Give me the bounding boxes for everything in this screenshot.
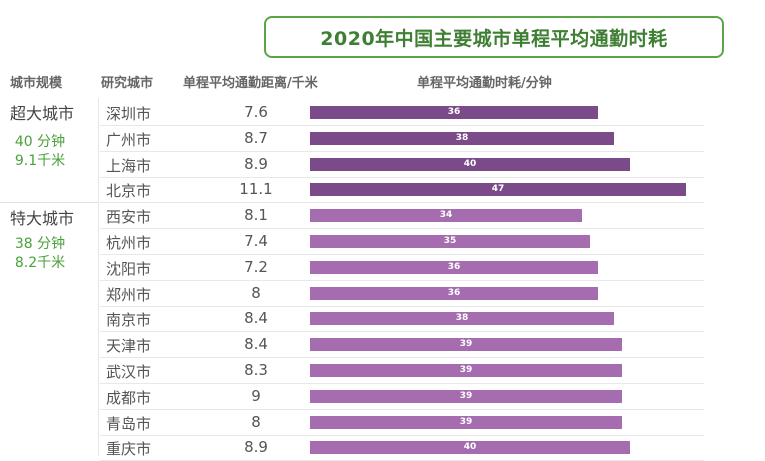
city-label: 深圳市 bbox=[106, 105, 152, 123]
commute-time-label: 40 bbox=[463, 442, 477, 453]
city-label: 天津市 bbox=[106, 337, 152, 356]
distance-value: 8.9 bbox=[244, 154, 268, 173]
commute-time-label: 36 bbox=[447, 261, 461, 272]
tier-super-avg-distance: 9.1千米 bbox=[14, 153, 66, 169]
table-row: 深圳市 7.6 36 bbox=[98, 100, 704, 126]
distance-value: 7.2 bbox=[244, 257, 268, 276]
commute-time-bar bbox=[310, 286, 598, 300]
commute-time-bar bbox=[310, 338, 622, 352]
row-divider bbox=[100, 331, 704, 333]
row-divider bbox=[100, 279, 704, 281]
tier-large-name: 特大城市 bbox=[10, 209, 75, 228]
commute-time-label: 38 bbox=[455, 132, 469, 143]
table-row: 西安市 8.1 34 bbox=[98, 203, 704, 230]
commute-time-label: 39 bbox=[459, 390, 473, 401]
row-divider bbox=[100, 434, 704, 436]
tier-super-avg-time: 40 分钟 bbox=[14, 134, 66, 150]
header-tier: 城市规模 bbox=[10, 76, 63, 91]
table-row: 沈阳市 7.2 36 bbox=[98, 255, 704, 281]
row-divider bbox=[100, 383, 704, 384]
commute-time-bar bbox=[310, 157, 630, 171]
tier-large-avg-time: 38 分钟 bbox=[14, 236, 66, 252]
city-label: 杭州市 bbox=[106, 234, 152, 252]
city-label: 南京市 bbox=[106, 311, 152, 330]
row-divider bbox=[100, 305, 704, 307]
city-label: 沈阳市 bbox=[106, 259, 152, 278]
row-divider bbox=[100, 254, 704, 255]
table-row: 重庆市 8.9 40 bbox=[98, 435, 704, 461]
city-label: 北京市 bbox=[106, 182, 152, 201]
commute-time-label: 35 bbox=[443, 236, 457, 246]
header-city: 研究城市 bbox=[101, 76, 154, 91]
commute-time-bar bbox=[310, 312, 614, 326]
table-row: 北京市 11.1 47 bbox=[98, 177, 704, 204]
commute-time-bar bbox=[310, 364, 622, 377]
header-time: 单程平均通勤时耗/分钟 bbox=[417, 76, 552, 91]
table-row: 杭州市 7.4 35 bbox=[98, 229, 704, 255]
row-divider bbox=[100, 176, 704, 178]
city-label: 青岛市 bbox=[106, 414, 152, 433]
distance-value: 9 bbox=[251, 386, 261, 405]
commute-time-bar bbox=[310, 209, 582, 223]
tier-large-avg-distance: 8.2千米 bbox=[14, 255, 66, 271]
row-divider bbox=[100, 125, 704, 126]
distance-value: 8.4 bbox=[244, 335, 268, 354]
commute-time-bar bbox=[310, 106, 598, 119]
chart-title: 2020年中国主要城市单程平均通勤时耗 bbox=[264, 16, 724, 58]
table-row: 郑州市 8 36 bbox=[98, 281, 704, 307]
row-divider bbox=[100, 357, 704, 359]
city-label: 西安市 bbox=[106, 208, 152, 227]
distance-value: 8 bbox=[251, 283, 261, 302]
commute-time-label: 36 bbox=[447, 107, 461, 117]
table-divider bbox=[98, 98, 99, 456]
commute-time-label: 39 bbox=[459, 339, 473, 350]
distance-value: 8.4 bbox=[244, 309, 268, 328]
commute-time-bar bbox=[310, 441, 630, 455]
header-distance: 单程平均通勤距离/千米 bbox=[183, 76, 318, 91]
table-row: 青岛市 8 39 bbox=[98, 410, 704, 436]
commute-time-bar bbox=[310, 183, 686, 197]
table-row: 成都市 9 39 bbox=[98, 384, 704, 410]
distance-value: 8.9 bbox=[244, 438, 268, 457]
city-label: 广州市 bbox=[106, 130, 152, 149]
commute-time-bar bbox=[310, 235, 590, 248]
city-label: 成都市 bbox=[106, 388, 152, 407]
table-row: 武汉市 8.3 39 bbox=[98, 358, 704, 384]
table-row: 广州市 8.7 38 bbox=[98, 126, 704, 152]
commute-time-bar bbox=[310, 389, 622, 403]
commute-time-label: 34 bbox=[439, 210, 453, 221]
commute-time-label: 39 bbox=[459, 416, 473, 427]
row-divider bbox=[100, 150, 704, 152]
city-label: 武汉市 bbox=[106, 363, 152, 381]
distance-value: 8.1 bbox=[244, 206, 268, 225]
distance-value: 7.4 bbox=[244, 232, 268, 250]
city-label: 上海市 bbox=[106, 156, 152, 175]
tier-separator bbox=[0, 202, 98, 203]
distance-value: 7.6 bbox=[244, 103, 268, 121]
distance-value: 8.7 bbox=[244, 128, 268, 147]
city-label: 重庆市 bbox=[106, 440, 152, 459]
distance-value: 11.1 bbox=[239, 180, 273, 199]
city-label: 郑州市 bbox=[106, 285, 152, 304]
commute-time-label: 36 bbox=[447, 287, 461, 298]
commute-time-label: 40 bbox=[463, 158, 477, 169]
distance-value: 8.3 bbox=[244, 361, 268, 379]
table-row: 天津市 8.4 39 bbox=[98, 332, 704, 359]
tier-super-name: 超大城市 bbox=[10, 104, 75, 123]
commute-time-label: 47 bbox=[491, 184, 505, 195]
table-row: 南京市 8.4 38 bbox=[98, 306, 704, 333]
commute-time-label: 39 bbox=[459, 365, 473, 375]
row-divider bbox=[100, 228, 704, 230]
table-row: 上海市 8.9 40 bbox=[98, 152, 704, 178]
row-divider bbox=[100, 408, 704, 410]
distance-value: 8 bbox=[251, 412, 261, 431]
commute-time-bar bbox=[310, 415, 622, 429]
commute-time-label: 38 bbox=[455, 313, 469, 324]
row-divider bbox=[100, 202, 704, 204]
commute-time-bar bbox=[310, 131, 614, 145]
commute-time-bar bbox=[310, 260, 598, 274]
